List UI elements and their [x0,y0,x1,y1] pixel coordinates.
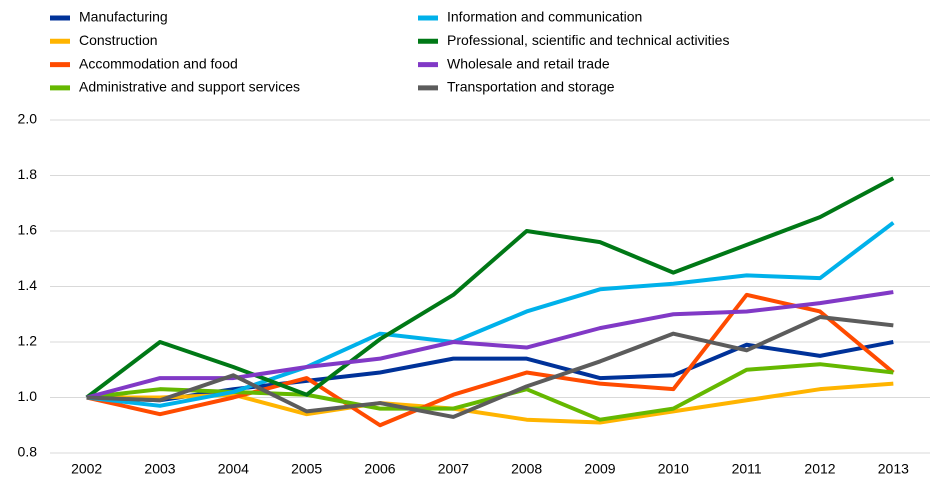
series-line [86,221,895,408]
x-tick-label: 2006 [364,461,395,477]
x-tick-label: 2007 [438,461,469,477]
y-tick-label: 1.4 [18,277,38,293]
legend-label: Construction [79,32,158,48]
series-line [86,315,894,419]
y-tick-label: 2.0 [18,111,38,127]
legend-label: Professional, scientific and technical a… [447,32,729,48]
x-tick-label: 2002 [71,461,102,477]
series-line [85,176,895,400]
legend-label: Information and communication [447,9,642,25]
y-tick-label: 0.8 [18,444,38,460]
x-tick-label: 2004 [218,461,249,477]
x-tick-label: 2009 [584,461,615,477]
x-tick-label: 2011 [732,461,762,477]
y-tick-label: 1.6 [18,222,38,238]
series-line [86,362,894,422]
series-line [86,292,895,428]
legend-label: Manufacturing [79,9,168,25]
x-tick-label: 2012 [804,461,835,477]
x-tick-label: 2010 [658,461,689,477]
legend-label: Transportation and storage [447,79,615,95]
x-tick-label: 2005 [291,461,322,477]
x-tick-label: 2008 [511,461,542,477]
y-tick-label: 1.0 [18,388,38,404]
legend-label: Wholesale and retail trade [447,55,610,71]
legend-label: Accommodation and food [79,55,238,71]
y-tick-label: 1.8 [18,166,38,182]
x-tick-label: 2013 [878,461,909,477]
y-tick-label: 1.2 [18,333,38,349]
legend-label: Administrative and support services [79,79,300,95]
x-tick-label: 2003 [144,461,175,477]
